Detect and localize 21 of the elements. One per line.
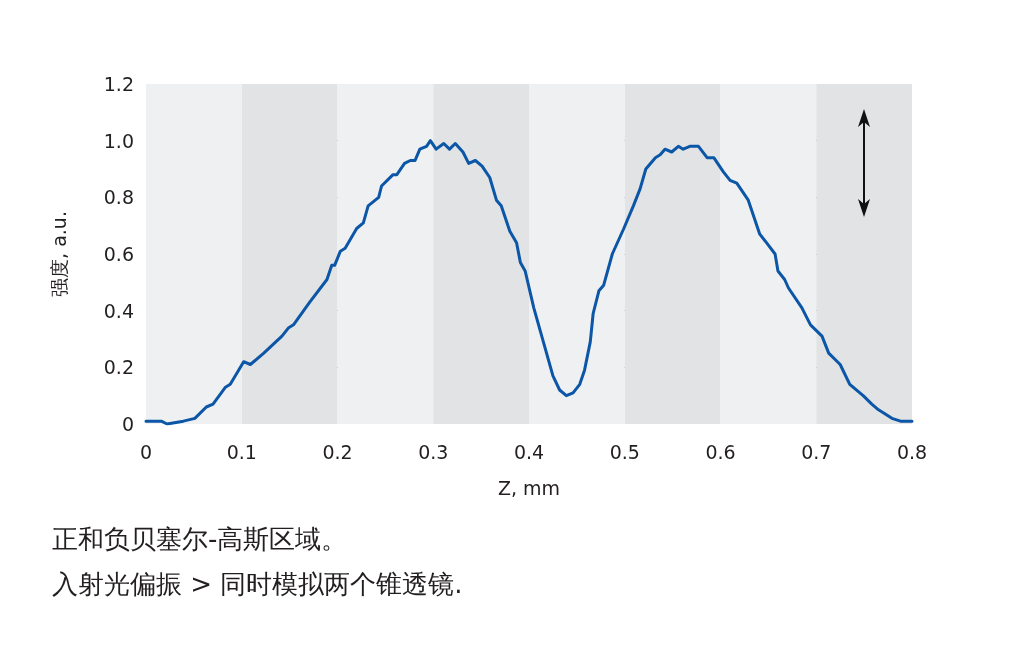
x-tick-label: 0.1 (226, 440, 257, 463)
x-tick-label: 0.5 (609, 440, 640, 463)
x-axis-title: Z, mm (497, 476, 561, 499)
y-axis-title: 强度, a.u. (47, 211, 70, 297)
x-tick-label: 0.2 (322, 440, 353, 463)
x-tick-label: 0.6 (705, 440, 736, 463)
text: 正和负贝塞尔-高斯区域。 (52, 523, 348, 556)
x-tick-label: 0.8 (896, 440, 928, 463)
y-tick-label: 0.2 (103, 356, 134, 379)
text: 入射光偏振 > 同时模拟两个锥透镜. (52, 568, 463, 601)
x-tick-label: 0 (139, 440, 153, 463)
y-tick-label: 1.2 (103, 73, 134, 95)
y-tick-label: 0.8 (103, 186, 134, 209)
x-tick-label: 0.7 (801, 440, 832, 463)
y-tick-label: 0.6 (103, 243, 134, 265)
y-tick-label: 0 (121, 413, 134, 435)
y-tick-label: 1.0 (103, 129, 134, 152)
x-tick-label: 0.3 (418, 440, 449, 463)
y-tick-label: 0.4 (103, 299, 134, 322)
x-tick-label: 0.4 (513, 440, 545, 463)
line-series (144, 139, 914, 426)
